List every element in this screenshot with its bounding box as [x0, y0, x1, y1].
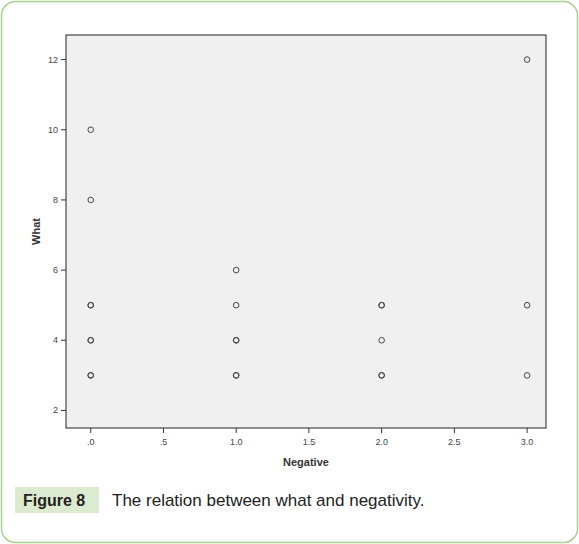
plot-area [66, 35, 546, 428]
caption: The relation between what and negativity… [112, 491, 425, 510]
y-tick [61, 340, 66, 341]
x-tick [527, 428, 528, 433]
figure-label-box [15, 487, 99, 513]
x-tick-label: 2.0 [375, 437, 388, 447]
y-tick-label: 10 [48, 125, 58, 135]
point [233, 302, 239, 308]
y-tick [61, 59, 66, 60]
point [88, 302, 94, 308]
x-tick-label: .0 [87, 437, 95, 447]
point [233, 337, 239, 343]
points [88, 57, 530, 378]
x-tick-label: 1.5 [303, 437, 316, 447]
x-tick [163, 428, 164, 433]
y-tick-label: 2 [53, 405, 58, 415]
point [88, 302, 94, 308]
point [88, 127, 94, 133]
point [379, 373, 385, 379]
y-tick-label: 8 [53, 195, 58, 205]
y-tick [61, 270, 66, 271]
x-tick [90, 428, 91, 433]
point [524, 373, 530, 379]
point [233, 373, 239, 379]
point [88, 373, 94, 379]
x-tick-label: 2.5 [448, 437, 461, 447]
point [524, 302, 530, 308]
point [379, 373, 385, 379]
point [379, 302, 385, 308]
point [88, 373, 94, 379]
point [233, 373, 239, 379]
y-tick [61, 410, 66, 411]
y-axis-title: What [30, 218, 42, 245]
x-tick [454, 428, 455, 433]
point [88, 337, 94, 343]
y-tick-label: 4 [53, 335, 58, 345]
x-axis-title: Negative [283, 456, 329, 468]
figure-label: Figure 8 [23, 492, 85, 509]
y-tick-label: 6 [53, 265, 58, 275]
point [379, 337, 385, 343]
point [233, 267, 239, 273]
x-tick [308, 428, 309, 433]
figure: 2 4 6 8 10 12 .0 .5 1.0 1.5 2.0 2.5 3.0 Negative What F… [0, 0, 579, 544]
point [88, 197, 94, 203]
point [88, 337, 94, 343]
figure-border [2, 2, 578, 543]
y-tick [61, 129, 66, 130]
y-tick-label: 12 [48, 55, 58, 65]
point [379, 302, 385, 308]
x-tick-label: 1.0 [230, 437, 243, 447]
point [233, 337, 239, 343]
x-tick-label: .5 [160, 437, 168, 447]
x-tick [381, 428, 382, 433]
point [524, 57, 530, 63]
x-tick-label: 3.0 [521, 437, 534, 447]
x-tick [236, 428, 237, 433]
y-tick [61, 199, 66, 200]
